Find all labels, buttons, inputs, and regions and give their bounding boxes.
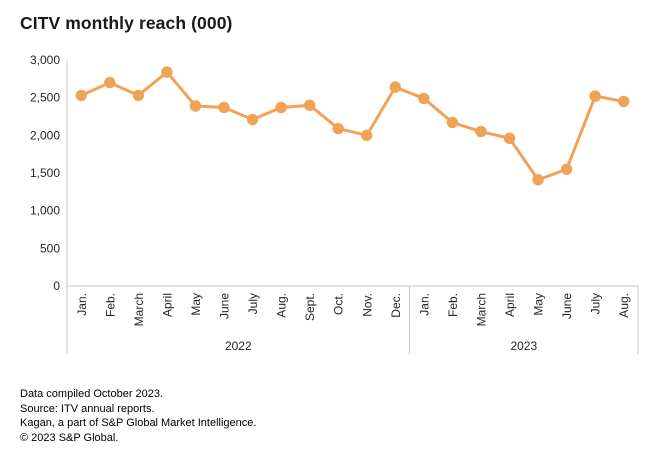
data-point [532, 174, 544, 186]
y-tick-label: 500 [40, 241, 60, 255]
month-label: March [132, 293, 146, 326]
y-tick-label: 1,500 [30, 166, 60, 180]
y-tick-label: 1,000 [30, 204, 60, 218]
y-axis-labels: 0 500 1,000 1,500 2,000 2,500 3,000 [30, 53, 60, 293]
month-label: March [474, 293, 488, 326]
x-axis-year-labels: 2022 2023 [225, 339, 538, 353]
month-label: July [246, 293, 260, 314]
month-label: Jan. [75, 293, 89, 316]
y-tick-label: 0 [53, 279, 60, 293]
month-label: April [160, 293, 174, 317]
data-point [475, 125, 487, 138]
month-label: Dec. [389, 293, 403, 318]
data-point [332, 122, 344, 135]
month-label: Jan. [417, 293, 431, 316]
data-point [361, 129, 373, 142]
reach-series-line [79, 70, 626, 182]
data-point [303, 99, 316, 111]
month-label: Sept. [303, 293, 317, 321]
month-label: June [560, 293, 574, 319]
data-point [446, 116, 459, 129]
year-label: 2022 [225, 339, 252, 353]
y-tick-label: 3,000 [30, 53, 60, 67]
data-point [389, 81, 402, 93]
reach-line-chart: 0 500 1,000 1,500 2,000 2,500 3,000 Jan. Feb. Mar… [30, 53, 639, 354]
month-label: July [589, 293, 603, 314]
data-point [418, 92, 430, 105]
y-tick-label: 2,500 [30, 91, 60, 105]
data-point [503, 132, 516, 145]
month-label: Nov. [360, 293, 374, 317]
footer-line-kagan: Kagan, a part of S&P Global Market Intel… [20, 417, 257, 430]
month-label: Feb. [446, 293, 460, 317]
footer-line-compiled: Data compiled October 2023. [20, 388, 164, 400]
data-point [75, 89, 87, 102]
data-point [161, 66, 173, 78]
x-axis-month-labels: Jan. Feb. March April May June July Aug. Sept. Oc… [75, 293, 631, 327]
data-point [618, 95, 630, 108]
data-point [218, 101, 230, 114]
y-tick-label: 2,000 [30, 128, 60, 142]
footer-line-source: Source: ITV annual reports. [20, 402, 155, 415]
data-points [75, 66, 630, 186]
month-label: June [218, 293, 232, 319]
data-point [132, 89, 145, 102]
data-point [589, 90, 601, 102]
year-label: 2023 [510, 339, 537, 353]
month-label: Aug. [275, 293, 289, 318]
axes [66, 60, 639, 354]
month-label: May [532, 293, 546, 316]
footer-line-copyright: © 2023 S&P Global. [20, 432, 119, 445]
month-label: Feb. [103, 293, 117, 317]
month-label: Aug. [617, 293, 631, 318]
data-point [189, 100, 202, 112]
month-label: April [503, 293, 517, 317]
data-point [246, 113, 259, 126]
data-point [560, 163, 573, 175]
source-note: Data compiled October 2023. Source: ITV … [20, 387, 256, 446]
chart-title: CITV monthly reach (000) [20, 13, 233, 33]
month-label: May [189, 293, 203, 316]
data-point [104, 76, 116, 89]
data-point [275, 101, 287, 114]
month-label: Oct. [332, 293, 346, 315]
